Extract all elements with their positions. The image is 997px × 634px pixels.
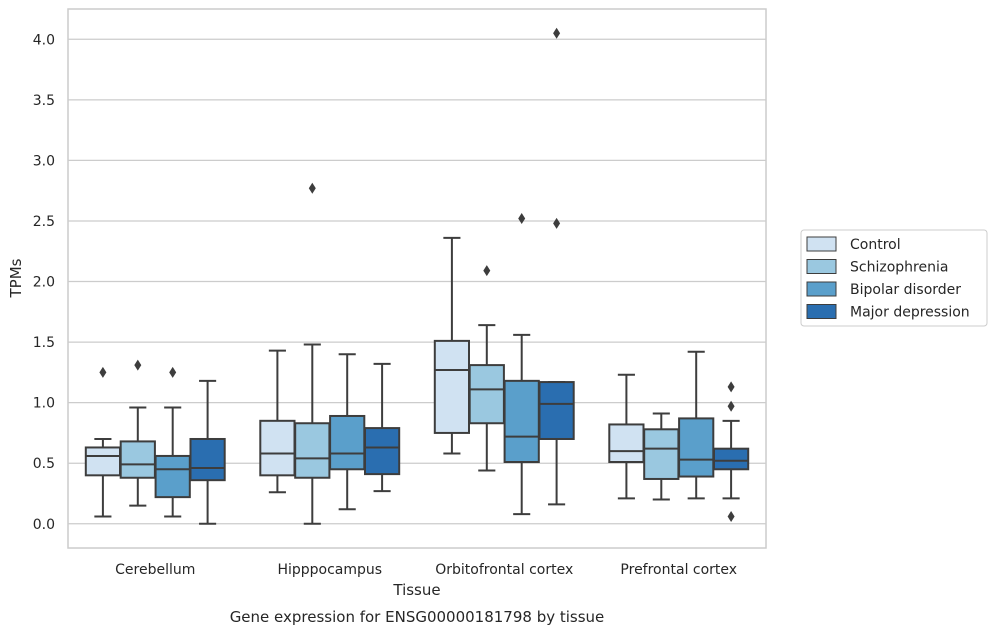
box-2-1 xyxy=(468,265,505,472)
box-1-3 xyxy=(363,362,401,493)
outlier-point xyxy=(518,213,526,225)
box-0-2 xyxy=(154,366,191,518)
box-3-3 xyxy=(712,381,750,523)
x-tick-label: Orbitofrontal cortex xyxy=(435,562,573,578)
legend-label: Control xyxy=(850,237,901,253)
legend-label: Major depression xyxy=(850,305,970,321)
x-tick-labels: Cerebellum Hipppocampus Orbitofrontal cort… xyxy=(115,562,737,578)
y-tick-label: 1.0 xyxy=(33,396,55,412)
legend: Control Schizophrenia Bipolar disorder Majo… xyxy=(800,229,988,327)
box-body xyxy=(538,381,575,440)
box-body xyxy=(643,428,680,480)
y-tick-label: 3.0 xyxy=(33,153,55,169)
box-3-0 xyxy=(608,373,645,500)
box-0-0 xyxy=(84,366,122,518)
outlier-point xyxy=(308,182,316,194)
box-body xyxy=(119,440,156,479)
box-1-0 xyxy=(259,349,296,494)
y-tick-label: 3.5 xyxy=(33,93,55,109)
x-tick-label: Hipppocampus xyxy=(277,562,382,578)
outlier-point xyxy=(134,359,142,371)
outlier-point xyxy=(727,511,735,523)
outlier-point xyxy=(483,265,491,277)
y-tick-label: 2.0 xyxy=(33,275,55,291)
outlier-point xyxy=(727,381,735,393)
box-body xyxy=(259,419,296,477)
box-0-3 xyxy=(189,379,226,525)
legend-frame xyxy=(800,229,988,327)
box-1-2 xyxy=(329,353,366,511)
y-axis-label: TPMs xyxy=(7,258,25,298)
box-2-0 xyxy=(433,236,471,455)
box-body xyxy=(363,427,401,476)
y-tick-label: 0.5 xyxy=(33,456,55,472)
x-axis-label: Tissue xyxy=(392,581,440,599)
outlier-point xyxy=(553,217,561,229)
box-2-3 xyxy=(538,27,575,506)
box-body xyxy=(468,364,505,425)
legend-swatch xyxy=(806,304,837,319)
box-body xyxy=(433,339,471,434)
x-tick-label: Cerebellum xyxy=(115,562,195,578)
y-tick-label: 4.0 xyxy=(33,32,55,48)
plot-frame xyxy=(67,8,767,549)
boxes xyxy=(84,27,750,525)
y-tick-label: 2.5 xyxy=(33,214,55,230)
outlier-point xyxy=(169,366,177,378)
chart-caption: Gene expression for ENSG00000181798 by t… xyxy=(230,608,605,626)
legend-label: Schizophrenia xyxy=(850,260,948,276)
legend-swatch xyxy=(806,281,837,297)
box-body xyxy=(608,423,645,464)
legend-label: Bipolar disorder xyxy=(850,282,961,298)
outlier-point xyxy=(727,400,735,412)
legend-swatch xyxy=(806,236,837,252)
outlier-point xyxy=(99,366,107,378)
y-tick-labels: 0.0 0.5 1.0 1.5 2.0 2.5 3.0 3.5 4.0 xyxy=(33,32,55,532)
box-body xyxy=(84,446,122,477)
box-body xyxy=(503,379,540,464)
y-tick-label: 1.5 xyxy=(33,335,55,351)
grid-lines xyxy=(68,38,766,525)
box-body xyxy=(329,414,366,471)
outlier-point xyxy=(553,27,561,39)
box-body xyxy=(189,437,226,482)
box-2-2 xyxy=(503,213,540,516)
legend-swatch xyxy=(806,259,837,274)
box-3-2 xyxy=(678,350,715,500)
box-body xyxy=(712,447,750,471)
box-body xyxy=(294,422,331,479)
y-tick-label: 0.0 xyxy=(33,517,55,533)
box-body xyxy=(678,417,715,478)
x-tick-label: Prefrontal cortex xyxy=(620,562,737,578)
box-body xyxy=(154,454,191,499)
